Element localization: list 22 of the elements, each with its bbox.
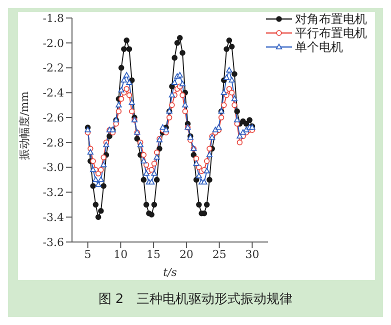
x-tick-label: 20 [179, 248, 194, 261]
legend-label: 平行布置电机 [295, 26, 367, 40]
legend-label: 单个电机 [295, 40, 343, 54]
y-axis-title: 振动幅度/mm [18, 90, 31, 160]
y-tick-label: -2.2 [42, 62, 64, 75]
x-tick-label: 10 [114, 248, 128, 261]
y-tick-label: -2.8 [42, 136, 64, 150]
x-axis-title: t/s [163, 266, 178, 279]
x-tick-label: 25 [212, 248, 226, 261]
y-tick-label: -1.8 [42, 12, 64, 25]
y-tick-label: -2.4 [42, 86, 64, 100]
y-tick-label: -2.6 [42, 111, 64, 124]
y-tick-label: -3.6 [42, 236, 64, 249]
y-tick-label: -3.4 [42, 211, 64, 224]
y-tick-label: -3.2 [42, 186, 64, 200]
x-tick-label: 5 [84, 248, 92, 261]
text: 图 2 三种电机驱动形式振动规律 [97, 291, 294, 308]
x-tick-label: 15 [146, 248, 161, 261]
legend-label: 对角布置电机 [295, 12, 367, 26]
x-tick-label: 30 [245, 248, 260, 261]
y-tick-label: -3.0 [42, 161, 64, 174]
y-tick-label: -2.0 [42, 36, 64, 50]
